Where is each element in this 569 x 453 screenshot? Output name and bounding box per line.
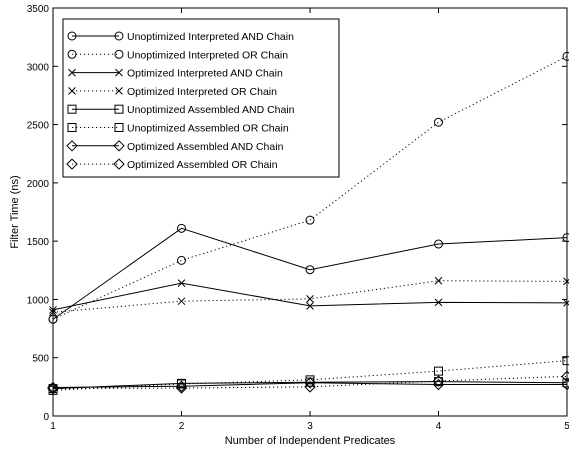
legend-label: Unoptimized Assembled OR Chain (127, 123, 289, 135)
x-tick-label: 3 (307, 421, 313, 432)
legend-label: Optimized Assembled OR Chain (127, 159, 278, 171)
x-tick-label: 1 (50, 421, 56, 432)
legend-label: Optimized Interpreted AND Chain (127, 68, 283, 80)
y-tick-label: 0 (43, 412, 49, 423)
x-tick-label: 4 (436, 421, 442, 432)
x-tick-label: 5 (564, 421, 569, 432)
y-tick-label: 3000 (27, 62, 50, 73)
legend-label: Unoptimized Interpreted AND Chain (127, 31, 294, 43)
y-tick-label: 3500 (27, 4, 50, 15)
x-axis-label: Number of Independent Predicates (225, 435, 396, 447)
y-tick-label: 1000 (27, 295, 50, 306)
y-tick-label: 500 (32, 354, 49, 365)
legend: Unoptimized Interpreted AND Chain Unoptim… (63, 19, 339, 177)
y-tick-label: 1500 (27, 237, 50, 248)
legend-label: Unoptimized Interpreted OR Chain (127, 49, 288, 61)
legend-label: Optimized Interpreted OR Chain (127, 86, 277, 98)
x-tick-label: 2 (179, 421, 185, 432)
legend-label: Unoptimized Assembled AND Chain (127, 104, 295, 116)
legend-label: Optimized Assembled AND Chain (127, 141, 284, 153)
y-tick-label: 2500 (27, 121, 50, 132)
y-axis-label: Filter Time (ns) (9, 175, 21, 248)
y-tick-label: 2000 (27, 179, 50, 190)
